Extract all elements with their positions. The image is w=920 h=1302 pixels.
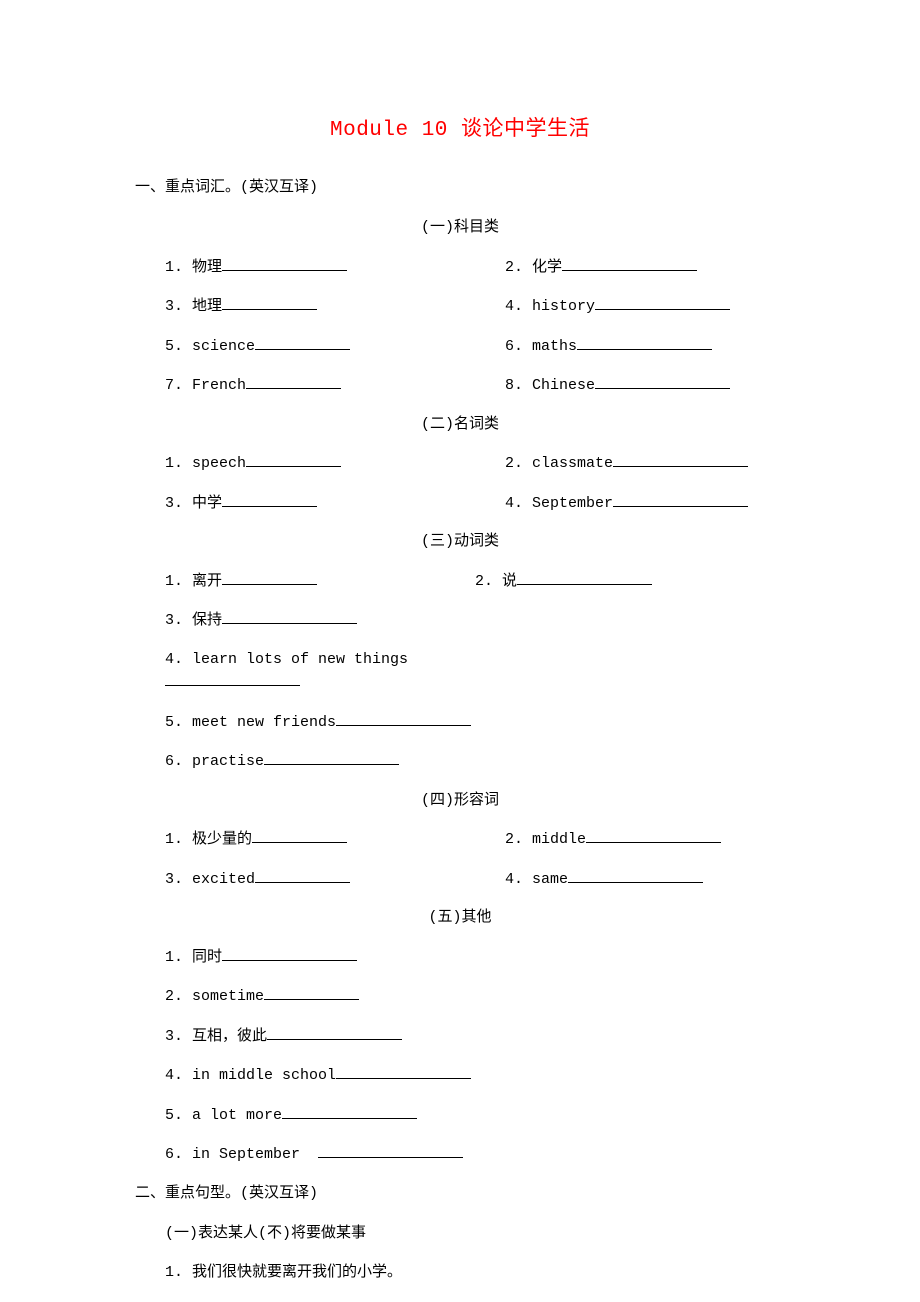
vocab-item-right: 2. 化学 bbox=[505, 259, 562, 276]
vocab-row: 7. French 8. Chinese bbox=[165, 374, 785, 398]
vocab-item-left: 7. French bbox=[165, 377, 246, 394]
vocab-item-left: 3. 保持 bbox=[165, 612, 222, 629]
vocab-item-left: 3. 互相，彼此 bbox=[165, 1028, 267, 1045]
blank-line[interactable] bbox=[568, 868, 703, 883]
vocab-item-left: 3. excited bbox=[165, 871, 255, 888]
blank-line[interactable] bbox=[336, 711, 471, 726]
group-heading: (五)其他 bbox=[135, 907, 785, 930]
blank-line[interactable] bbox=[264, 985, 359, 1000]
blank-line[interactable] bbox=[586, 828, 721, 843]
vocab-item-right: 4. history bbox=[505, 298, 595, 315]
vocab-row: 3. 中学 4. September bbox=[165, 492, 785, 516]
group-items: 1. 离开 2. 说 3. 保持 4. learn lots of new thing… bbox=[135, 570, 785, 774]
blank-line[interactable] bbox=[595, 295, 730, 310]
vocab-item-right: 4. September bbox=[505, 495, 613, 512]
blank-line[interactable] bbox=[222, 492, 317, 507]
vocab-row: 4. learn lots of new things bbox=[165, 649, 785, 695]
vocab-row: 1. 同时 bbox=[165, 946, 785, 970]
blank-line[interactable] bbox=[517, 570, 652, 585]
vocab-row: 3. excited 4. same bbox=[165, 868, 785, 892]
group-heading: (四)形容词 bbox=[135, 790, 785, 813]
section2-sub1: (一)表达某人(不)将要做某事 bbox=[165, 1223, 366, 1246]
blank-line[interactable] bbox=[595, 374, 730, 389]
vocab-item-left: 5. science bbox=[165, 338, 255, 355]
vocab-item-left: 1. 离开 bbox=[165, 573, 222, 590]
section2-item1: 1. 我们很快就要离开我们的小学。 bbox=[165, 1262, 402, 1285]
vocab-row: 3. 保持 bbox=[165, 609, 785, 633]
vocab-item-right: 6. maths bbox=[505, 338, 577, 355]
group-heading: (二)名词类 bbox=[135, 414, 785, 437]
blank-line[interactable] bbox=[264, 750, 399, 765]
vocab-item-left: 4. learn lots of new things bbox=[165, 651, 408, 668]
group-heading: (一)科目类 bbox=[135, 217, 785, 240]
vocab-item-right: 2. 说 bbox=[475, 573, 517, 590]
vocab-row: 1. 极少量的 2. middle bbox=[165, 828, 785, 852]
section2-heading: 二、重点句型。(英汉互译) bbox=[135, 1183, 785, 1206]
vocab-row: 6. in September bbox=[165, 1143, 785, 1167]
vocab-row: 6. practise bbox=[165, 750, 785, 774]
vocab-row: 5. science 6. maths bbox=[165, 335, 785, 359]
blank-line[interactable] bbox=[282, 1104, 417, 1119]
vocab-item-right: 4. same bbox=[505, 871, 568, 888]
blank-line[interactable] bbox=[246, 452, 341, 467]
group-items: 1. 物理 2. 化学 3. 地理 4. history 5. science 6. ma… bbox=[135, 256, 785, 398]
group-items: 1. speech 2. classmate 3. 中学 4. September bbox=[135, 452, 785, 515]
vocab-item-left: 6. practise bbox=[165, 753, 264, 770]
vocab-item-left: 1. speech bbox=[165, 455, 246, 472]
page-title: Module 10 谈论中学生活 bbox=[135, 115, 785, 147]
blank-line[interactable] bbox=[267, 1025, 402, 1040]
blank-line[interactable] bbox=[222, 295, 317, 310]
group-items: 1. 极少量的 2. middle 3. excited 4. same bbox=[135, 828, 785, 891]
blank-line[interactable] bbox=[222, 946, 357, 961]
vocab-row: 1. 物理 2. 化学 bbox=[165, 256, 785, 280]
blank-line[interactable] bbox=[222, 609, 357, 624]
blank-line[interactable] bbox=[577, 335, 712, 350]
group-items: 1. 同时 2. sometime 3. 互相，彼此 4. in middle sch… bbox=[135, 946, 785, 1167]
vocab-item-left: 2. sometime bbox=[165, 988, 264, 1005]
blank-line[interactable] bbox=[318, 1143, 463, 1158]
vocab-row: 3. 互相，彼此 bbox=[165, 1025, 785, 1049]
vocab-row: 2. sometime bbox=[165, 985, 785, 1009]
blank-line[interactable] bbox=[222, 570, 317, 585]
vocab-item-left: 6. in September bbox=[165, 1146, 318, 1163]
vocab-item-left: 3. 中学 bbox=[165, 495, 222, 512]
section1-heading: 一、重点词汇。(英汉互译) bbox=[135, 177, 785, 200]
vocab-row: 1. speech 2. classmate bbox=[165, 452, 785, 476]
blank-line[interactable] bbox=[613, 492, 748, 507]
vocab-row: 4. in middle school bbox=[165, 1064, 785, 1088]
vocab-item-left: 5. a lot more bbox=[165, 1107, 282, 1124]
vocab-groups: (一)科目类 1. 物理 2. 化学 3. 地理 4. history 5. scienc… bbox=[135, 217, 785, 1167]
blank-line[interactable] bbox=[165, 671, 300, 686]
vocab-row: 5. meet new friends bbox=[165, 711, 785, 735]
blank-line[interactable] bbox=[255, 868, 350, 883]
blank-line[interactable] bbox=[255, 335, 350, 350]
vocab-item-right: 2. classmate bbox=[505, 455, 613, 472]
vocab-item-right: 8. Chinese bbox=[505, 377, 595, 394]
vocab-item-right: 2. middle bbox=[505, 831, 586, 848]
vocab-item-left: 1. 物理 bbox=[165, 259, 222, 276]
vocab-item-left: 3. 地理 bbox=[165, 298, 222, 315]
blank-line[interactable] bbox=[613, 452, 748, 467]
vocab-row: 1. 离开 2. 说 bbox=[165, 570, 785, 594]
group-heading: (三)动词类 bbox=[135, 531, 785, 554]
vocab-item-left: 1. 极少量的 bbox=[165, 831, 252, 848]
blank-line[interactable] bbox=[246, 374, 341, 389]
blank-line[interactable] bbox=[252, 828, 347, 843]
blank-line[interactable] bbox=[562, 256, 697, 271]
vocab-item-left: 4. in middle school bbox=[165, 1067, 336, 1084]
blank-line[interactable] bbox=[222, 256, 347, 271]
vocab-item-left: 5. meet new friends bbox=[165, 714, 336, 731]
vocab-row: 5. a lot more bbox=[165, 1104, 785, 1128]
vocab-row: 3. 地理 4. history bbox=[165, 295, 785, 319]
vocab-item-left: 1. 同时 bbox=[165, 949, 222, 966]
blank-line[interactable] bbox=[336, 1064, 471, 1079]
